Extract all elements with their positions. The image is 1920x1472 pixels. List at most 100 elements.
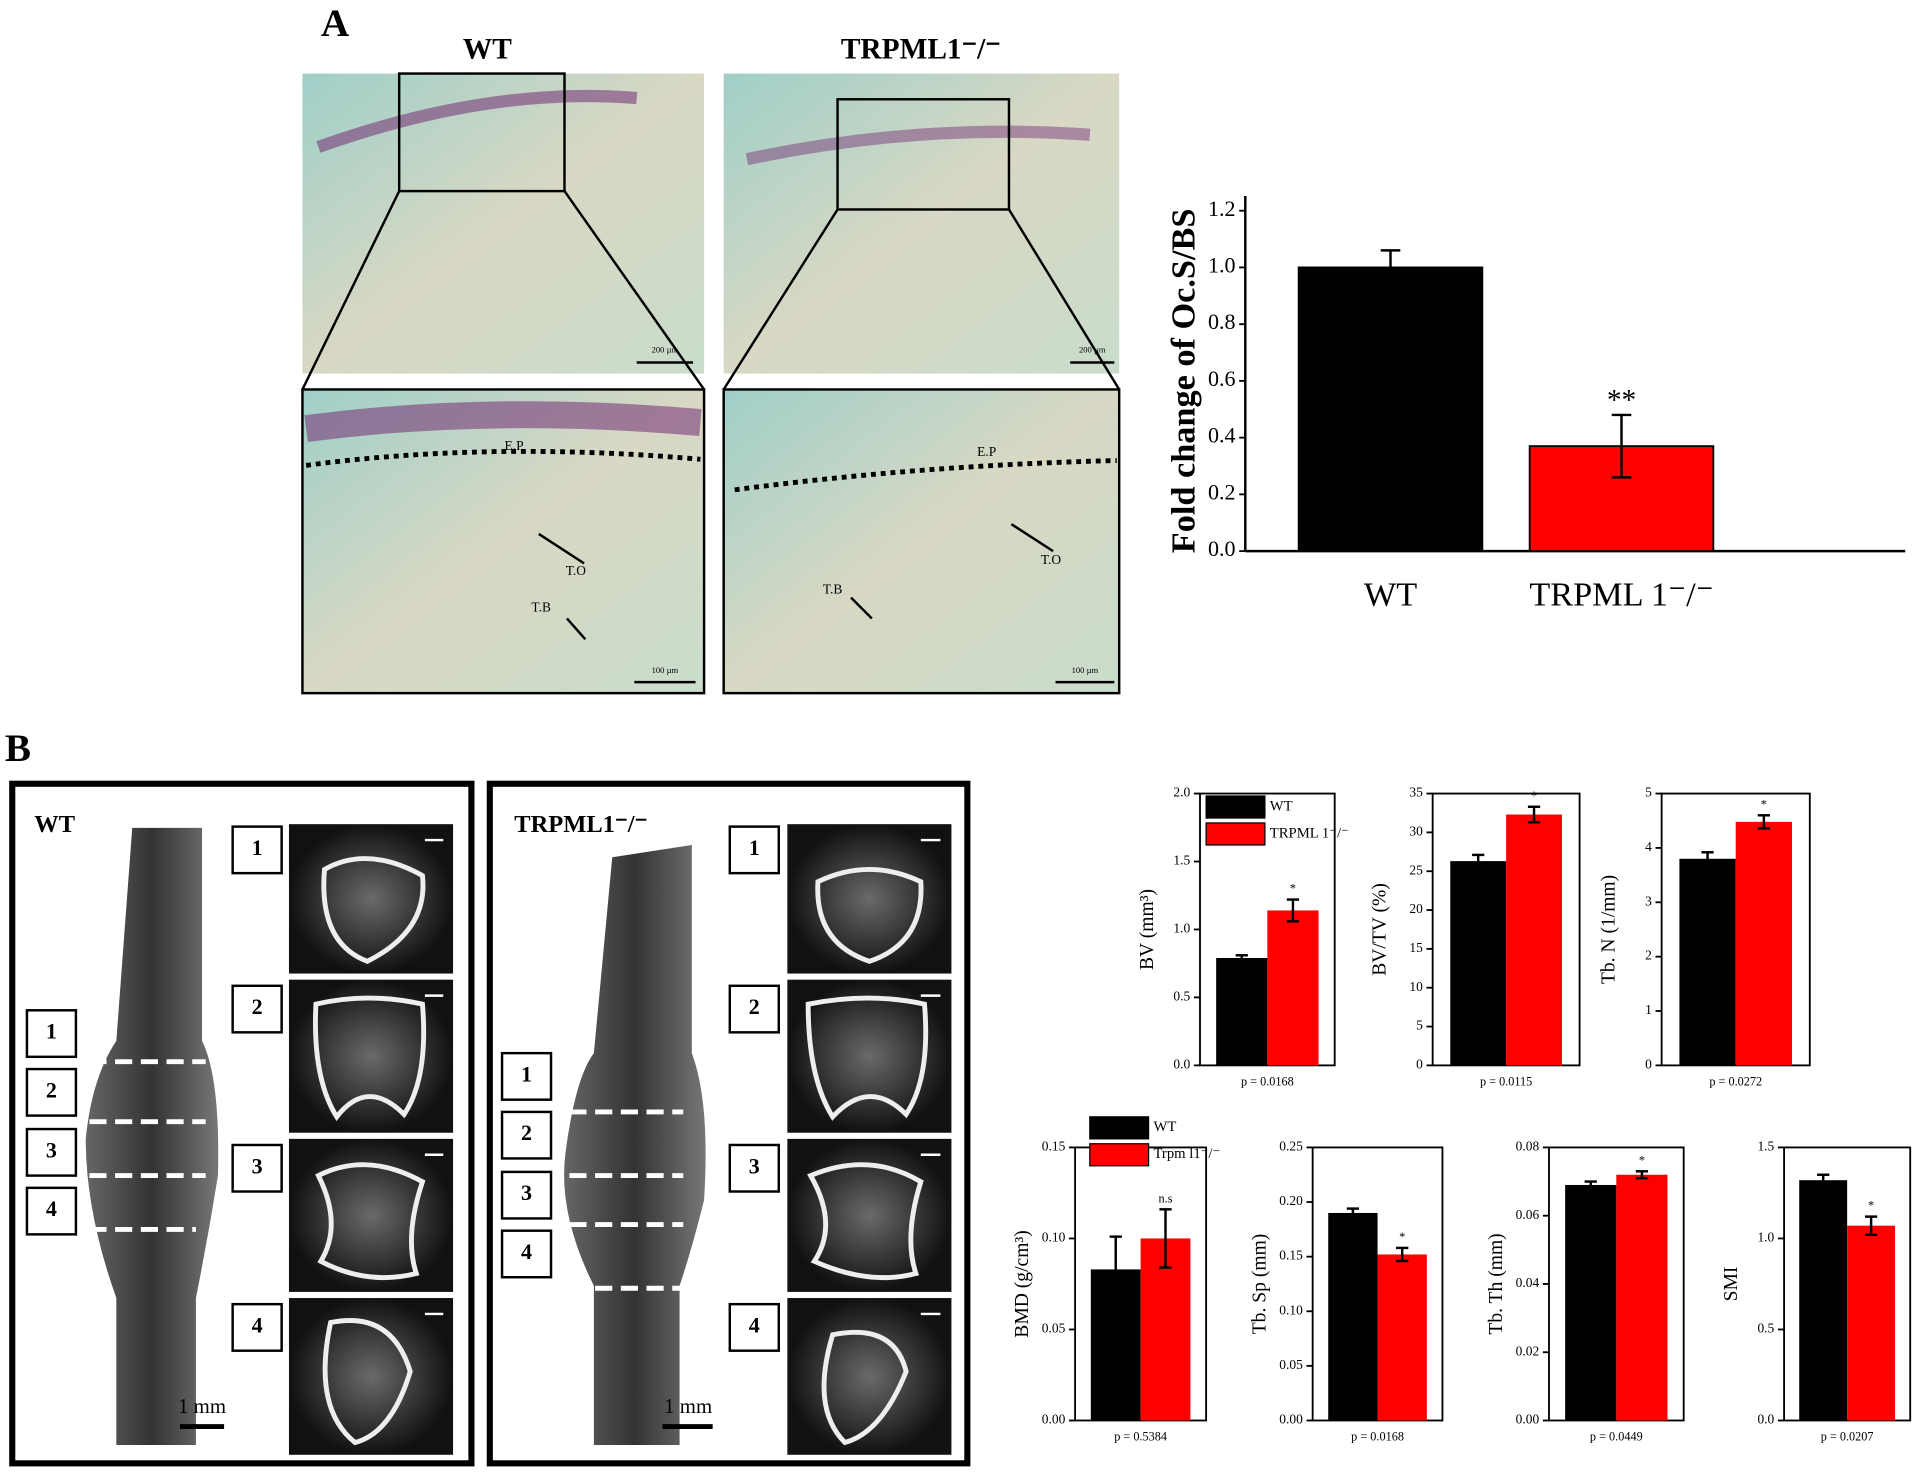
y-tick-label: 35 [1409, 785, 1423, 800]
y-tick-label: 1.2 [1208, 196, 1236, 221]
annotation: T.O [566, 563, 587, 578]
section-label: 2 [252, 994, 263, 1019]
y-tick-label: 25 [1409, 862, 1423, 877]
significance: * [1761, 797, 1767, 811]
bar [1216, 958, 1268, 1066]
y-tick-label: 0.25 [1279, 1139, 1303, 1154]
legend-label: WT [1153, 1119, 1176, 1135]
bar [1847, 1225, 1896, 1421]
y-axis-label: Tb. Sp (mm) [1250, 1234, 1271, 1335]
error-bar [1757, 814, 1770, 830]
error-bar [1864, 1215, 1878, 1237]
annotation: T.B [823, 581, 843, 596]
y-tick-label: 20 [1409, 901, 1423, 916]
error-bar [1527, 805, 1541, 824]
section-label: 4 [252, 1312, 263, 1337]
legend-label: WT [1270, 798, 1293, 814]
significance: ** [1607, 384, 1636, 416]
y-axis-label: Tb. N (1/mm) [1599, 875, 1620, 984]
y-tick-label: 0.8 [1208, 309, 1236, 334]
y-tick-label: 15 [1409, 940, 1423, 955]
section-label: 3 [252, 1153, 263, 1178]
y-axis-label: Fold change of Oc.S/BS [1164, 209, 1202, 554]
y-tick-label: 0.08 [1516, 1139, 1540, 1154]
section-label: 4 [521, 1239, 532, 1264]
y-tick-label: 0.0 [1757, 1412, 1774, 1427]
chart: 0.0 0.5 1.0 1.5 2.0 BV (mm³) * p = 0.0168 WT TRPM… [1137, 785, 1349, 1089]
x-tick-label: WT [1364, 575, 1417, 613]
scale-label: 100 µm [1072, 665, 1099, 675]
y-tick-label: 5 [1416, 1018, 1423, 1033]
legend-swatch [1205, 795, 1266, 819]
y-tick-label: 0.5 [1173, 989, 1190, 1004]
y-tick-label: 0.00 [1042, 1412, 1066, 1427]
chart: 0.00 0.02 0.04 0.06 0.08 Tb. Th (mm) * p = 0.04… [1486, 1139, 1685, 1443]
bone-image [564, 844, 706, 1445]
bar [1377, 1254, 1427, 1421]
section-label: 3 [749, 1153, 760, 1178]
p-value: p = 0.0449 [1590, 1429, 1643, 1443]
y-tick-label: 0 [1645, 1056, 1652, 1071]
error-bar [1380, 249, 1401, 286]
y-tick-label: 0 [1416, 1056, 1423, 1071]
significance: * [1531, 789, 1537, 803]
scale-label: 1 mm [178, 1394, 226, 1418]
error-bar [1159, 1208, 1172, 1269]
ct-panels [9, 780, 971, 1467]
section-label: 2 [521, 1120, 532, 1145]
y-tick-label: 1.0 [1757, 1230, 1774, 1245]
error-bar [1584, 1180, 1597, 1190]
annotation: E.P [977, 444, 996, 459]
panel-label: B [5, 727, 31, 770]
micrograph [722, 388, 1121, 695]
annotation: T.O [1041, 552, 1062, 567]
y-tick-label: 0.15 [1279, 1248, 1303, 1263]
error-bar [1817, 1173, 1830, 1187]
error-bar [1635, 1170, 1649, 1180]
bar [1565, 1184, 1617, 1421]
y-tick-label: 0.4 [1208, 423, 1236, 448]
y-tick-label: 0.10 [1042, 1230, 1066, 1245]
scale-label: 200 µm [652, 344, 679, 354]
bar [1616, 1174, 1668, 1421]
micrograph [302, 73, 705, 374]
section-label: 2 [749, 994, 760, 1019]
section-label: 2 [46, 1077, 57, 1102]
annotation: E.P [504, 438, 523, 453]
error-bar [1109, 1235, 1122, 1304]
error-bar [1346, 1207, 1360, 1219]
y-axis-label: BV/TV (%) [1370, 883, 1391, 976]
bar [1799, 1180, 1848, 1421]
y-axis-label: BMD (g/cm³) [1012, 1230, 1033, 1338]
legend-swatch [1205, 822, 1266, 846]
group-title: WT [34, 811, 75, 838]
p-value: p = 0.5384 [1114, 1429, 1167, 1443]
y-tick-label: 0.00 [1279, 1412, 1303, 1427]
y-tick-label: 3 [1645, 893, 1652, 908]
y-tick-label: 30 [1409, 823, 1423, 838]
bar [1297, 266, 1484, 553]
section-label: 4 [46, 1196, 57, 1221]
section-label: 4 [749, 1312, 760, 1337]
y-tick-label: 4 [1645, 839, 1652, 854]
chart: 0.0 0.5 1.0 1.5 SMI * p = 0.0207 [1721, 1139, 1912, 1443]
scale-label: 1 mm [664, 1394, 712, 1418]
scale-label: 200 µm [1079, 344, 1106, 354]
chart: 0.00 0.05 0.10 0.15 BMD (g/cm³) n.s p = 0.5384… [1012, 1116, 1220, 1443]
y-tick-label: 0.5 [1757, 1321, 1774, 1336]
error-bar [1235, 954, 1248, 962]
y-tick-label: 2.0 [1173, 785, 1190, 800]
bar [1328, 1212, 1378, 1421]
section-label: 3 [46, 1137, 57, 1162]
bar [1267, 910, 1319, 1066]
chart: 0 5 10 15 20 25 30 35 BV/TV (%) * p = 0.0115 [1370, 785, 1581, 1088]
bar [1450, 861, 1507, 1066]
p-value: p = 0.0168 [1351, 1429, 1404, 1443]
group-title: TRPML1⁻/⁻ [841, 33, 1001, 65]
legend-label: Trpm l1⁻/⁻ [1153, 1146, 1220, 1162]
y-tick-label: 0.02 [1516, 1343, 1540, 1358]
y-tick-label: 1.5 [1757, 1139, 1774, 1154]
error-bar [1611, 413, 1632, 479]
significance: n.s [1159, 1191, 1173, 1205]
